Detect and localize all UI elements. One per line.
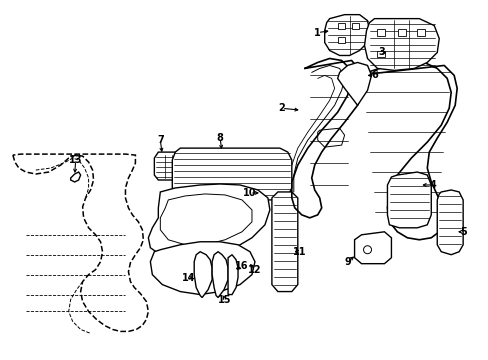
Polygon shape <box>148 184 269 258</box>
Polygon shape <box>150 242 254 294</box>
Polygon shape <box>351 23 358 28</box>
Text: 12: 12 <box>248 265 261 275</box>
Polygon shape <box>377 28 385 36</box>
Text: 2: 2 <box>278 103 285 113</box>
Text: 9: 9 <box>344 257 350 267</box>
Polygon shape <box>227 255 238 294</box>
Polygon shape <box>364 19 438 71</box>
Polygon shape <box>271 192 297 292</box>
Polygon shape <box>436 190 462 255</box>
Text: 11: 11 <box>292 247 306 257</box>
Polygon shape <box>337 62 371 105</box>
Polygon shape <box>386 172 430 228</box>
Polygon shape <box>154 152 180 180</box>
Text: 15: 15 <box>218 294 231 305</box>
Text: 14: 14 <box>181 273 195 283</box>
Text: 1: 1 <box>314 28 321 37</box>
Text: 8: 8 <box>216 133 223 143</box>
Text: 5: 5 <box>459 227 466 237</box>
Polygon shape <box>377 50 385 58</box>
Text: 10: 10 <box>243 188 256 198</box>
Polygon shape <box>354 232 390 264</box>
Polygon shape <box>337 23 344 28</box>
Text: 13: 13 <box>69 155 82 165</box>
Polygon shape <box>398 28 406 36</box>
Polygon shape <box>194 252 212 298</box>
Text: 16: 16 <box>235 261 248 271</box>
Text: 7: 7 <box>157 135 163 145</box>
Polygon shape <box>212 252 227 298</box>
Text: 4: 4 <box>429 180 436 190</box>
Polygon shape <box>172 148 291 200</box>
Polygon shape <box>71 172 81 182</box>
Polygon shape <box>337 37 344 42</box>
Polygon shape <box>324 15 369 55</box>
Polygon shape <box>416 28 425 36</box>
Text: 6: 6 <box>370 71 377 80</box>
Text: 3: 3 <box>377 48 384 58</box>
